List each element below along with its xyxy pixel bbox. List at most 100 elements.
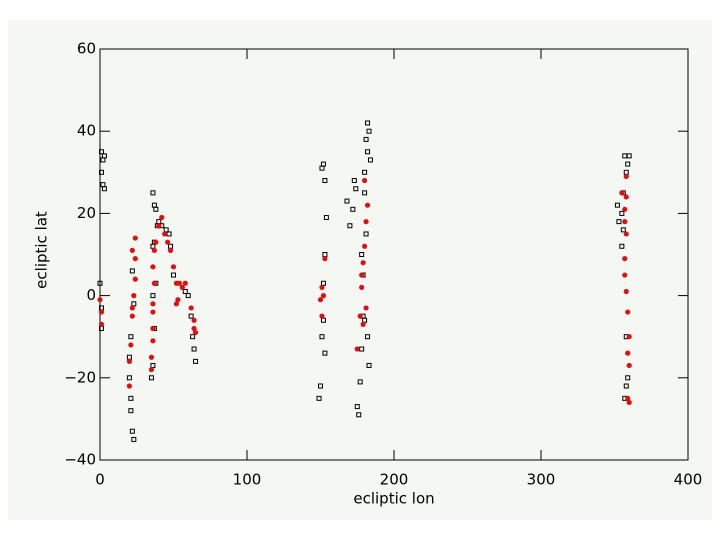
point	[98, 169, 104, 175]
point	[101, 153, 107, 159]
point	[316, 395, 322, 401]
point	[179, 284, 185, 290]
point	[350, 206, 356, 212]
point	[192, 329, 199, 336]
y-tick-label: 40	[77, 122, 96, 140]
point	[150, 309, 156, 315]
point	[129, 313, 135, 319]
point	[362, 169, 368, 175]
point	[129, 305, 135, 311]
point	[97, 297, 103, 303]
x-tick-label: 200	[380, 471, 409, 489]
point	[363, 305, 369, 311]
point	[359, 252, 365, 257]
point	[366, 362, 372, 368]
point	[365, 334, 371, 340]
point	[323, 215, 329, 221]
point	[360, 321, 366, 327]
x-tick-label: 100	[233, 471, 262, 489]
y-axis-label: ecliptic lat	[33, 211, 51, 289]
point	[619, 210, 625, 216]
point	[322, 350, 328, 356]
point	[354, 346, 360, 352]
point	[623, 288, 629, 295]
point	[165, 239, 171, 245]
point	[363, 136, 369, 142]
point	[347, 223, 353, 229]
point	[625, 309, 631, 315]
point	[622, 256, 628, 262]
point	[614, 202, 620, 208]
point	[185, 293, 191, 299]
point	[625, 350, 631, 356]
point	[128, 334, 134, 340]
point	[182, 280, 188, 286]
point	[150, 293, 156, 299]
x-tick-label: 0	[95, 471, 105, 489]
point	[322, 256, 328, 262]
point	[367, 157, 373, 163]
point	[132, 276, 138, 282]
point	[366, 128, 372, 134]
point	[359, 272, 365, 278]
point	[153, 239, 159, 245]
point	[351, 178, 357, 184]
point	[132, 235, 138, 241]
point	[357, 379, 363, 385]
point	[150, 301, 156, 307]
point	[319, 313, 325, 319]
point	[98, 149, 104, 155]
point	[318, 383, 323, 389]
point	[320, 161, 326, 167]
point	[190, 334, 196, 340]
point	[126, 375, 132, 381]
point	[128, 395, 134, 401]
point	[619, 190, 625, 196]
point	[151, 280, 157, 286]
point	[623, 173, 629, 180]
point	[356, 412, 362, 418]
point	[170, 264, 177, 270]
point	[148, 354, 155, 360]
point	[131, 293, 137, 299]
point	[363, 231, 369, 237]
point	[128, 342, 134, 348]
point	[182, 288, 188, 294]
point	[126, 383, 132, 389]
point	[365, 149, 371, 155]
point	[173, 301, 180, 307]
point	[131, 436, 137, 442]
point	[191, 325, 197, 332]
point	[319, 284, 325, 290]
y-tick-label: −20	[64, 368, 96, 386]
point	[622, 272, 628, 278]
point	[148, 375, 154, 381]
point	[626, 362, 632, 369]
point	[156, 223, 162, 229]
point	[362, 177, 368, 184]
point	[175, 297, 181, 303]
y-tick-label: 0	[86, 286, 96, 304]
x-tick-label: 300	[527, 471, 556, 489]
point	[129, 247, 135, 253]
point	[129, 268, 135, 274]
point	[625, 161, 631, 167]
x-tick-label: 400	[674, 471, 703, 489]
point	[623, 231, 629, 237]
point	[98, 309, 105, 315]
point	[359, 284, 365, 290]
point	[622, 219, 628, 225]
point	[191, 317, 197, 323]
point	[150, 338, 156, 344]
point	[344, 198, 350, 204]
y-tick-label: −40	[64, 451, 96, 469]
point	[150, 325, 156, 332]
point	[362, 190, 368, 196]
point	[353, 186, 359, 192]
chart-background	[8, 20, 712, 520]
point	[176, 280, 182, 286]
point	[188, 313, 194, 319]
point	[159, 214, 165, 221]
point	[188, 305, 194, 311]
point	[626, 399, 632, 406]
